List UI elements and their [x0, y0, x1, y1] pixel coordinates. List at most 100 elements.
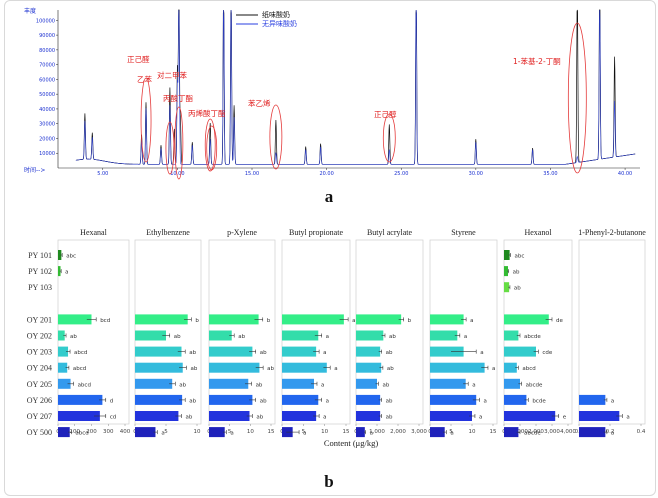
- significance-letter: ab: [386, 398, 393, 404]
- significance-letter: a: [484, 398, 487, 404]
- chrom-annotation-label: 乙苯: [137, 74, 152, 84]
- panel-x-tick-label: 10: [321, 429, 328, 435]
- bar-hexanol-oy-204: [504, 362, 517, 373]
- significance-letter: a: [303, 431, 306, 437]
- chrom-y-tick-label: 20000: [39, 136, 55, 142]
- bar-ethylbenzene-oy-205: [135, 378, 173, 389]
- chrom-x-tick-label: 40.00: [618, 171, 632, 177]
- bar-ethylbenzene-oy-207: [135, 411, 179, 421]
- panel-x-tick-label: 3,000: [411, 429, 427, 435]
- bar-styrene-oy-201: [430, 314, 464, 325]
- panel-x-tick-label: 10: [469, 429, 476, 435]
- significance-letter: abcd: [522, 366, 535, 372]
- significance-letter: de: [556, 318, 563, 324]
- panel-x-tick-label: 0.4: [637, 429, 646, 435]
- significance-letter: abcd: [78, 382, 91, 388]
- bar-ethylbenzene-oy-206: [135, 394, 183, 405]
- significance-letter: a: [161, 431, 164, 437]
- bar-hexanol-py-102: [504, 266, 508, 277]
- chrom-annotation-label: 1-苯基-2-丁酮: [513, 56, 561, 66]
- significance-letter: b: [408, 318, 412, 324]
- chrom-annotation-ellipse: [269, 104, 283, 170]
- bar-styrene-oy-206: [430, 394, 477, 405]
- bar-ethylbenzene-oy-203: [135, 346, 182, 357]
- bar-styrene-oy-202: [430, 330, 458, 341]
- category-label: PY 101: [28, 251, 52, 260]
- chrom-x-tick-label: 5.00: [97, 171, 108, 177]
- panel-x-tick-label: 5: [164, 429, 168, 435]
- category-label: OY 204: [27, 364, 52, 373]
- panel-x-tick-label: 15: [343, 429, 350, 435]
- significance-letter: a: [479, 415, 482, 421]
- chrom-x-tick-label: 25.00: [394, 171, 408, 177]
- significance-letter: ab: [386, 350, 393, 356]
- significance-letter: a: [611, 431, 614, 437]
- bar-hexanal-oy-206: [58, 394, 103, 405]
- bar-butyl-propionate-oy-207: [282, 411, 317, 421]
- panel-title: Hexanol: [524, 228, 552, 237]
- chrom-y-tick-label: 80000: [39, 48, 55, 54]
- panel-x-tick-label: 1,000: [369, 429, 385, 435]
- bar-butyl-propionate-oy-201: [282, 314, 344, 325]
- significance-letter: ab: [70, 334, 77, 340]
- bar-hexanal-oy-203: [58, 346, 69, 357]
- significance-letter: ab: [386, 415, 393, 421]
- panel-frame: [57, 239, 130, 425]
- panel-x-tick-label: 15: [490, 429, 497, 435]
- bar-styrene-oy-204: [430, 362, 485, 373]
- bar-butyl-acrylate-oy-205: [356, 378, 377, 389]
- bar-p-xylene-oy-207: [209, 411, 250, 421]
- chrom-annotation-ellipse: [165, 121, 175, 175]
- chrom-y-tick-label: 40000: [39, 107, 55, 113]
- significance-letter: a: [370, 431, 373, 437]
- panel-x-tick-label: 10: [247, 429, 254, 435]
- chrom-annotation-ellipse: [140, 77, 152, 163]
- panel-x-tick-label: 100: [70, 429, 81, 435]
- chrom-annotation-label: 丙酸丁酯: [163, 93, 193, 103]
- panel-x-tick-label: 400: [120, 429, 131, 435]
- chrom-annotation-label: 苯乙烯: [248, 98, 271, 108]
- bar-hexanal-py-101: [58, 250, 62, 260]
- significance-letter: ab: [267, 366, 274, 372]
- chrom-annotation-label: 正己醇: [374, 109, 397, 119]
- bar-1-phenyl-2-butanone-oy-500: [579, 427, 606, 438]
- bar-hexanal-oy-201: [58, 314, 92, 325]
- category-label: OY 202: [27, 332, 52, 341]
- bar-butyl-propionate-oy-204: [282, 362, 327, 373]
- chrom-annotation-label: 丙烯酸丁酯: [188, 108, 226, 118]
- significance-letter: ab: [238, 334, 245, 340]
- panel-title: Hexanal: [80, 228, 107, 237]
- significance-letter: a: [472, 382, 475, 388]
- significance-letter: a: [326, 334, 329, 340]
- category-label: OY 205: [27, 380, 52, 389]
- significance-letter: a: [334, 366, 337, 372]
- panel-title: Butyl propionate: [289, 228, 343, 237]
- significance-letter: abcde: [524, 431, 541, 437]
- panel-title: Styrene: [451, 228, 476, 237]
- significance-letter: ab: [189, 350, 196, 356]
- bar-butyl-propionate-oy-203: [282, 346, 317, 357]
- chrom-y-tick-label: 10000: [39, 151, 55, 157]
- significance-letter: a: [230, 431, 233, 437]
- panel-x-tick-label: 5: [228, 429, 232, 435]
- chrom-y-title: 丰度: [24, 7, 36, 15]
- panel-x-tick-label: 300: [103, 429, 114, 435]
- chrom-annotation-ellipse: [382, 113, 396, 163]
- chrom-y-tick-label: 90000: [39, 33, 55, 39]
- category-label: OY 201: [27, 315, 52, 324]
- chrom-annotation-ellipse: [174, 106, 184, 180]
- panel-frame: [578, 239, 646, 425]
- significance-letter: abcde: [524, 334, 541, 340]
- significance-letter: abc: [66, 254, 76, 260]
- bar-p-xylene-oy-500: [209, 427, 225, 438]
- significance-letter: ab: [389, 334, 396, 340]
- chrom-y-tick-label: 30000: [39, 122, 55, 128]
- panel-x-tick-label: 10: [194, 429, 201, 435]
- panel-x-tick-label: 3,000: [544, 429, 560, 435]
- bar-butyl-acrylate-oy-201: [356, 314, 402, 325]
- category-label: PY 103: [28, 283, 52, 292]
- chrom-x-tick-label: 35.00: [543, 171, 557, 177]
- significance-letter: a: [626, 415, 629, 421]
- panel-x-tick-label: 15: [268, 429, 275, 435]
